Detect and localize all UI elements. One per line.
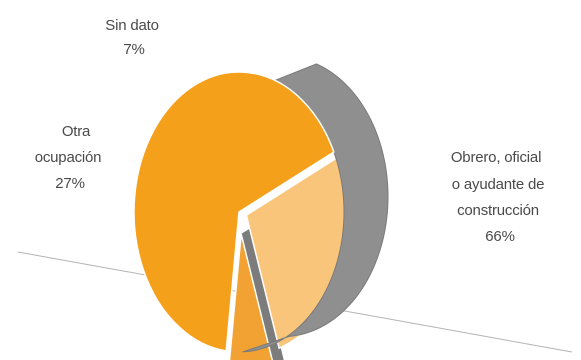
slice-label-nodata: Sin dato 7%: [105, 17, 162, 58]
slice-nodata: [228, 233, 274, 360]
slice-main: [133, 71, 335, 352]
slice-nodata-wall: [241, 227, 284, 360]
label-layer: Obrero, oficial o ayudante de construcci…: [35, 17, 548, 245]
slice-main-side: [242, 63, 389, 353]
pie-layer: [133, 63, 389, 360]
slice-label-other: Otra ocupación 27%: [35, 123, 106, 192]
slice-label-main: Obrero, oficial o ayudante de construcci…: [451, 149, 548, 245]
